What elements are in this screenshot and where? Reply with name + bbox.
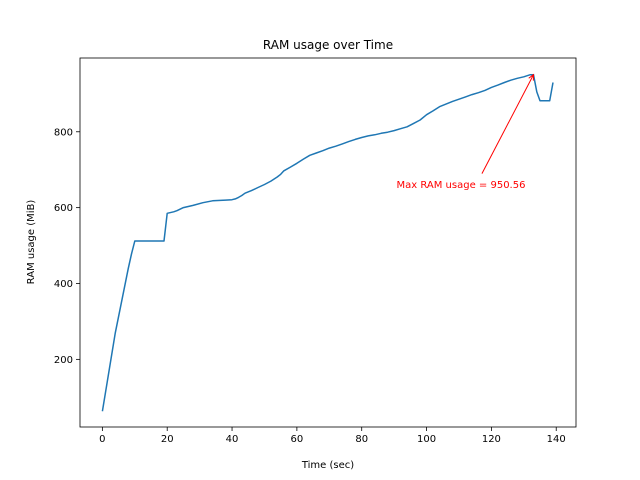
series-line [101, 73, 554, 412]
x-axis-label: Time (sec) [301, 460, 354, 471]
x-tick-label: 20 [161, 434, 174, 445]
x-tick-label: 120 [482, 434, 501, 445]
x-tick-label: 80 [355, 434, 368, 445]
chart-title: RAM usage over Time [263, 38, 393, 52]
x-tick-label: 100 [417, 434, 436, 445]
annotation-arrowhead [528, 73, 535, 81]
y-tick-label: 600 [54, 203, 73, 214]
y-axis-label: RAM usage (MiB) [26, 200, 37, 285]
annotation-arrow [481, 74, 534, 174]
plot-area: 0 20 40 60 80 100 120 140 200 400 600 800 [54, 57, 577, 445]
x-tick-label: 140 [547, 434, 566, 445]
y-tick-label: 800 [54, 127, 73, 138]
annotation-label: Max RAM usage = 950.56 [397, 180, 526, 191]
x-tick-label: 0 [99, 434, 105, 445]
x-tick-label: 60 [291, 434, 304, 445]
y-tick-label: 400 [54, 279, 73, 290]
y-tick-label: 200 [54, 355, 73, 366]
x-tick-label: 40 [226, 434, 239, 445]
axes-frame [79, 57, 577, 428]
